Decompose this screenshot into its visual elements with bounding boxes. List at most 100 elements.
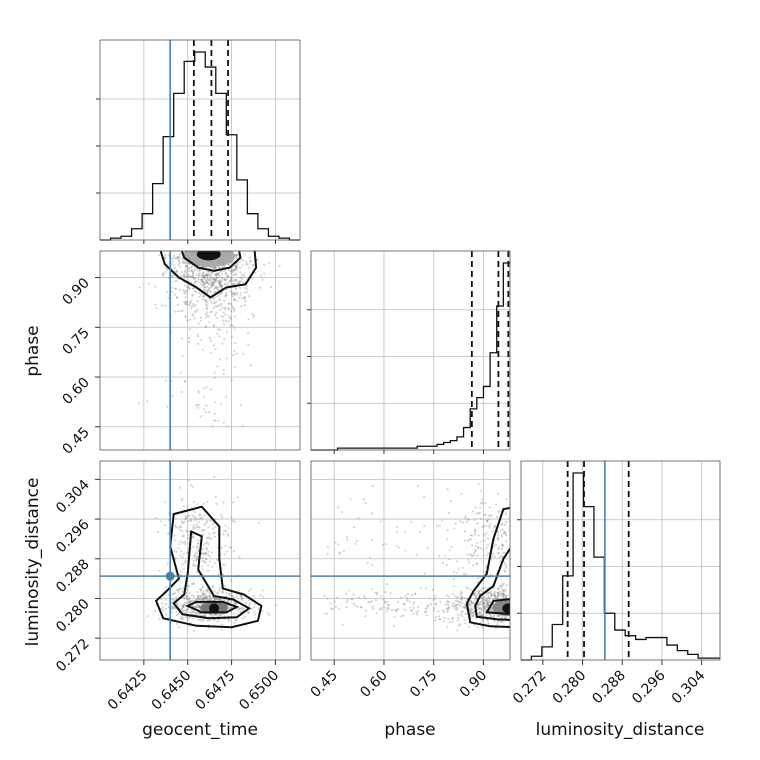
sample-point — [161, 605, 164, 609]
sample-point — [215, 502, 218, 505]
sample-point — [357, 516, 360, 520]
sample-point — [203, 596, 206, 600]
sample-point — [220, 513, 223, 516]
sample-point — [496, 515, 499, 519]
sample-point — [204, 316, 207, 319]
sample-point — [245, 601, 248, 604]
sample-point — [453, 585, 456, 588]
sample-point — [476, 590, 479, 593]
sample-point — [352, 526, 356, 529]
sample-point — [220, 315, 223, 318]
sample-point — [481, 608, 484, 611]
sample-point — [468, 602, 471, 606]
sample-point — [453, 527, 456, 530]
sample-point — [212, 596, 215, 600]
sample-point — [191, 287, 195, 290]
sample-point — [218, 587, 221, 590]
sample-point — [198, 606, 201, 609]
sample-point — [337, 543, 340, 546]
sample-point — [189, 599, 192, 603]
sample-point — [460, 615, 464, 618]
sample-point — [221, 623, 224, 626]
sample-point — [406, 599, 409, 602]
sample-point — [486, 606, 489, 609]
sample-point — [423, 495, 426, 498]
sample-point — [186, 584, 189, 588]
sample-point — [488, 591, 491, 594]
sample-point — [483, 513, 486, 516]
sample-point — [203, 286, 206, 289]
sample-point — [493, 594, 497, 597]
sample-point — [215, 273, 218, 276]
sample-point — [210, 388, 213, 391]
sample-point — [186, 551, 189, 555]
sample-point — [501, 584, 504, 587]
sample-point — [496, 620, 499, 623]
sample-point — [203, 277, 206, 280]
sample-point — [446, 601, 449, 604]
sample-point — [473, 518, 476, 522]
sample-point — [220, 292, 223, 295]
sample-point — [146, 400, 149, 403]
sample-point — [192, 545, 195, 548]
sample-point — [336, 596, 339, 599]
sample-point — [481, 602, 484, 605]
sample-point — [232, 269, 235, 272]
sample-point — [232, 310, 236, 313]
sample-point — [187, 267, 190, 270]
sample-point — [181, 590, 184, 593]
sample-point — [157, 569, 160, 572]
sample-point — [185, 275, 188, 278]
sample-point — [198, 605, 201, 608]
sample-point — [228, 546, 232, 549]
sample-point — [425, 614, 428, 617]
sample-point — [464, 604, 467, 607]
sample-point — [204, 595, 207, 599]
scatter-frame — [99, 460, 301, 661]
sample-point — [473, 597, 476, 600]
sample-point — [182, 260, 185, 263]
sample-point — [485, 519, 488, 522]
sample-point — [206, 590, 209, 593]
sample-point — [233, 621, 236, 624]
sample-point — [329, 602, 332, 605]
sample-point — [225, 276, 228, 279]
sample-point — [497, 591, 500, 594]
sample-point — [487, 514, 490, 517]
sample-point — [220, 279, 223, 282]
sample-point — [446, 611, 449, 614]
sample-point — [207, 315, 210, 318]
sample-point — [201, 280, 204, 283]
sample-point — [197, 605, 200, 608]
sample-point — [404, 595, 407, 598]
sample-point — [201, 348, 204, 351]
sample-point — [194, 404, 198, 407]
sample-point — [241, 595, 244, 598]
sample-point — [470, 603, 473, 607]
sample-point — [182, 273, 185, 276]
sample-point — [471, 608, 474, 611]
sample-point — [477, 592, 480, 595]
sample-point — [503, 551, 506, 554]
histogram-geocent_time — [100, 51, 300, 241]
sample-point — [473, 594, 476, 597]
sample-point — [456, 619, 459, 622]
sample-point — [502, 594, 505, 597]
sample-point — [221, 269, 224, 273]
sample-point — [338, 551, 341, 554]
sample-point — [173, 549, 176, 552]
sample-point — [219, 280, 222, 283]
sample-point — [186, 530, 189, 533]
sample-point — [504, 512, 507, 515]
sample-point — [432, 598, 435, 602]
sample-point — [259, 286, 262, 289]
sample-point — [202, 597, 205, 601]
sample-point — [211, 284, 214, 287]
sample-point — [187, 285, 190, 288]
sample-point — [176, 296, 179, 299]
sample-point — [170, 262, 173, 266]
sample-point — [447, 601, 450, 604]
sample-point — [208, 537, 211, 540]
sample-point — [194, 552, 197, 556]
sample-point — [205, 311, 208, 314]
